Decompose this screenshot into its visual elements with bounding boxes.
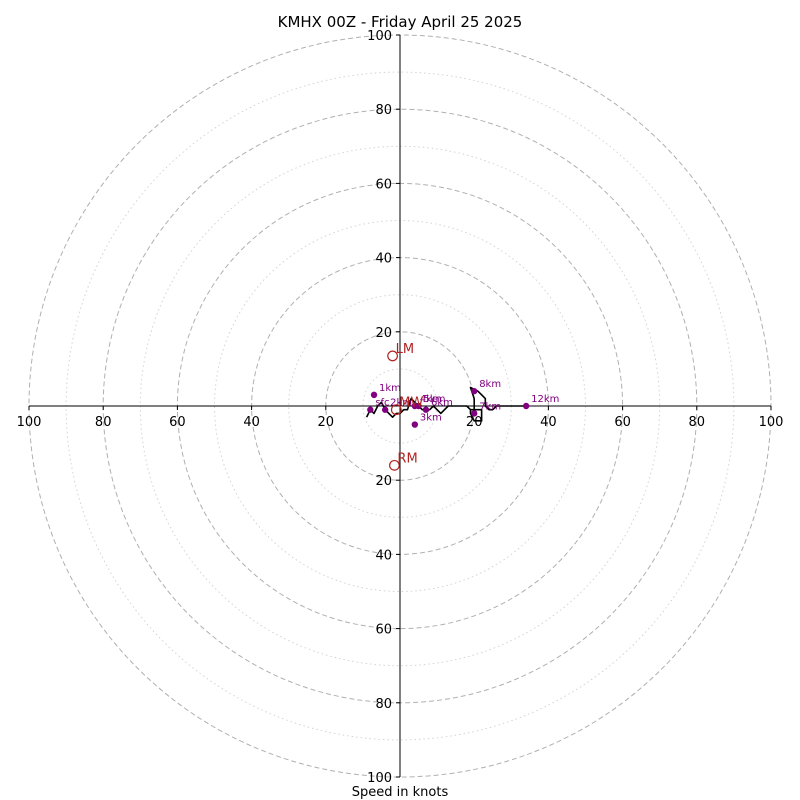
height-marker-sfc <box>367 406 374 413</box>
x-tick-label: 60 <box>169 415 186 430</box>
storm-motion-markers: LM RM MW <box>387 342 424 471</box>
height-marker-3km <box>411 421 419 428</box>
height-marker-label-3km: 3km <box>420 413 442 424</box>
y-tick-label: 60 <box>375 177 392 192</box>
height-marker-label-12km: 12km <box>531 394 559 405</box>
height-marker-label-2km: 2km <box>390 398 412 409</box>
tick-labels: 100 80 60 40 20 20 40 60 80 100 100 80 60 40 20 20 40 60 8… <box>17 29 784 786</box>
storm-motion-label-MW: MW <box>399 396 423 411</box>
y-tick-label: 40 <box>375 548 392 563</box>
y-tick-label: 100 <box>367 771 392 786</box>
y-tick-label: 20 <box>375 326 392 341</box>
x-tick-label: 40 <box>540 415 557 430</box>
x-tick-label: 80 <box>689 415 706 430</box>
height-marker-8km <box>471 387 478 395</box>
x-tick-label: 100 <box>759 415 784 430</box>
y-tick-label: 20 <box>375 474 392 489</box>
height-marker-12km <box>522 402 530 410</box>
chart-title: KMHX 00Z - Friday April 25 2025 <box>278 13 523 31</box>
storm-motion-marker-LM <box>387 350 398 362</box>
hodograph-trace <box>365 386 527 422</box>
x-tick-label: 80 <box>95 415 112 430</box>
y-tick-label: 80 <box>375 103 392 118</box>
height-marker-6km <box>422 406 430 413</box>
height-marker-label-5km: 5km <box>424 394 446 405</box>
height-marker-label-6km: 6km <box>431 398 453 409</box>
y-tick-label: 60 <box>375 623 392 638</box>
y-tick-label: 40 <box>375 252 392 267</box>
y-tick-label: 80 <box>375 697 392 712</box>
height-marker-label-sfc: sfc <box>375 398 389 409</box>
storm-motion-label-LM: LM <box>396 342 414 357</box>
x-axis-label: Speed in knots <box>352 785 449 800</box>
height-marker-label-1km: 1km <box>379 383 401 394</box>
storm-motion-label-RM: RM <box>397 451 417 466</box>
x-tick-label: 20 <box>318 415 335 430</box>
y-tick-label: 100 <box>367 29 392 44</box>
hodograph-trace-group <box>365 386 527 422</box>
height-marker-label-4km: 4km <box>420 394 442 405</box>
height-marker-5km <box>415 402 422 410</box>
height-marker-1km <box>370 391 378 399</box>
storm-motion-marker-RM <box>389 459 400 471</box>
x-tick-label: 40 <box>243 415 260 430</box>
height-marker-2km <box>381 406 389 413</box>
x-tick-label: 20 <box>466 415 483 430</box>
storm-motion-marker-MW <box>390 404 402 416</box>
height-marker-7km <box>471 410 478 417</box>
x-tick-label: 60 <box>614 415 631 430</box>
height-marker-label-8km: 8km <box>479 379 501 390</box>
height-marker-label-7km: 7km <box>479 401 501 412</box>
x-tick-label: 100 <box>17 415 42 430</box>
